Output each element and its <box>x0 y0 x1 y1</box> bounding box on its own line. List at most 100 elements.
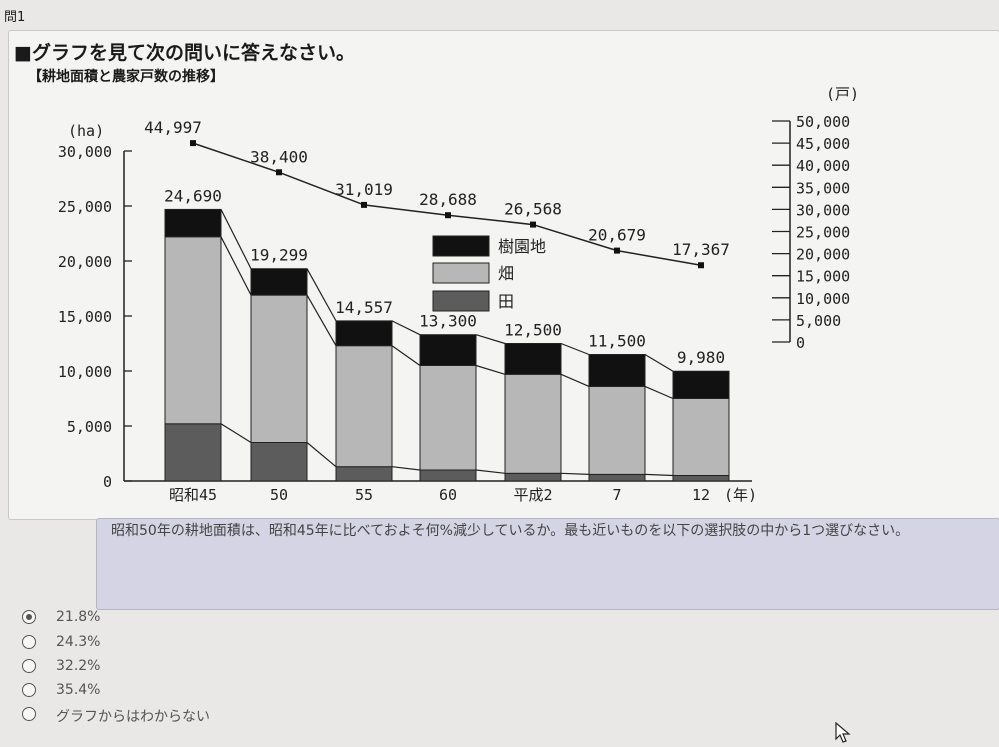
bar-segment <box>335 345 393 468</box>
bar-connector-line <box>306 268 337 322</box>
radio-button-3[interactable] <box>22 659 36 673</box>
x-axis-unit: (年) <box>724 486 757 504</box>
right-axis-tick-label: 45,000 <box>796 135 850 153</box>
bar-segment <box>250 268 308 296</box>
line-point-label: 28,688 <box>419 190 477 209</box>
bar-segment <box>419 469 477 482</box>
x-tick-label: 7 <box>612 486 621 504</box>
bar-connector-line <box>391 466 421 471</box>
bar-connector-line <box>306 442 337 468</box>
option-label-4[interactable]: 35.4% <box>56 682 101 698</box>
bar-segment <box>672 398 730 476</box>
radio-button-1[interactable] <box>22 610 36 624</box>
bar-segment <box>419 365 477 471</box>
line-point-label: 44,997 <box>144 118 202 137</box>
bar-segment <box>250 442 308 482</box>
bar-segment <box>504 343 562 375</box>
left-axis-tick-label: 5,000 <box>67 418 112 436</box>
right-axis-tick-label: 25,000 <box>796 224 850 242</box>
legend-label: 田 <box>498 292 514 311</box>
right-axis-tick-label: 40,000 <box>796 157 850 175</box>
legend-swatch <box>432 235 490 257</box>
right-axis-tick-label: 30,000 <box>796 201 850 219</box>
line-point-label: 26,568 <box>504 200 562 219</box>
bar-connector-line <box>475 334 506 345</box>
right-axis-tick-label: 0 <box>796 334 805 352</box>
bar-segment <box>504 472 562 482</box>
legend-swatch <box>432 290 490 312</box>
right-axis-tick-label: 20,000 <box>796 246 850 264</box>
bar-connector-line <box>220 236 252 296</box>
bar-connector-line <box>220 209 252 269</box>
bar-segment <box>588 354 646 387</box>
bar-connector-line <box>220 423 252 444</box>
x-tick-label: 55 <box>355 486 373 504</box>
bar-total-label: 11,500 <box>588 332 646 351</box>
bar-total-label: 12,500 <box>504 321 562 340</box>
right-axis-tick-label: 15,000 <box>796 268 850 286</box>
bar-segment <box>419 334 477 367</box>
bar-total-label: 19,299 <box>250 246 308 265</box>
radio-button-4[interactable] <box>22 683 36 697</box>
x-tick-label: 50 <box>270 486 288 504</box>
bar-connector-line <box>644 473 674 477</box>
bar-connector-line <box>475 469 506 474</box>
option-label-1[interactable]: 21.8% <box>56 609 101 625</box>
line-point <box>190 140 196 147</box>
question-prompt: 昭和50年の耕地面積は、昭和45年に比べておよそ何%減少しているか。最も近いもの… <box>96 518 999 610</box>
bar-total-label: 9,980 <box>677 348 725 367</box>
legend-swatch <box>432 262 490 284</box>
bar-connector-line <box>475 364 506 375</box>
bar-connector-line <box>560 342 590 356</box>
line-point <box>276 169 282 176</box>
bar-connector-line <box>560 373 590 387</box>
bar-segment <box>250 294 308 443</box>
bar-segment <box>588 473 646 482</box>
line-point <box>698 262 704 269</box>
option-label-3[interactable]: 32.2% <box>56 658 101 674</box>
x-tick-label: 昭和45 <box>169 486 217 504</box>
bar-segment <box>335 320 393 347</box>
radio-button-2[interactable] <box>22 635 36 649</box>
line-point-label: 31,019 <box>335 180 393 199</box>
line-point <box>614 247 620 254</box>
left-axis-tick-label: 30,000 <box>58 143 112 161</box>
bar-segment <box>164 208 222 238</box>
left-axis-tick-label: 20,000 <box>58 253 112 271</box>
bar-total-label: 13,300 <box>419 312 477 331</box>
option-label-2[interactable]: 24.3% <box>56 634 101 650</box>
chart-title: 【耕地面積と農家戸数の推移】 <box>28 69 224 85</box>
chart: 0 5,000 10,000 15,000 20,000 25,000 30,000 (ha)… <box>58 85 859 504</box>
right-axis-tick-label: 10,000 <box>796 290 850 308</box>
bar-segment <box>672 475 730 482</box>
legend-label: 畑 <box>498 264 514 283</box>
left-axis-tick-label: 10,000 <box>58 363 112 381</box>
right-axis-unit: (戸) <box>826 85 859 103</box>
left-axis-tick-label: 25,000 <box>58 198 112 216</box>
bar-connector-line <box>560 472 590 475</box>
x-tick-label: 60 <box>439 486 457 504</box>
option-label-5[interactable]: グラフからはわからない <box>56 709 210 725</box>
bar-connector-line <box>391 320 421 336</box>
right-axis-tick-label: 5,000 <box>796 312 841 330</box>
line-point-label: 17,367 <box>672 240 730 259</box>
prompt-text: 昭和50年の耕地面積は、昭和45年に比べておよそ何%減少しているか。最も近いもの… <box>111 523 910 539</box>
right-axis-tick-label: 50,000 <box>796 113 850 131</box>
line-point <box>530 221 536 228</box>
left-axis-tick-label: 15,000 <box>58 308 112 326</box>
radio-button-5[interactable] <box>22 707 36 721</box>
bar-segment <box>588 385 646 475</box>
bar-connector-line <box>644 385 674 400</box>
line-point <box>445 212 451 219</box>
question-number: 問1 <box>4 10 26 25</box>
left-axis-tick-label: 0 <box>103 473 112 491</box>
legend-label: 樹園地 <box>498 237 546 256</box>
line-point <box>361 201 367 208</box>
x-tick-label: 12 <box>692 486 710 504</box>
bar-segment <box>335 466 393 482</box>
bar-total-label: 14,557 <box>335 298 393 317</box>
line-point-label: 38,400 <box>250 147 308 166</box>
bar-connector-line <box>644 353 674 372</box>
bar-total-label: 24,690 <box>164 186 222 205</box>
mouse-cursor-icon <box>835 722 851 743</box>
